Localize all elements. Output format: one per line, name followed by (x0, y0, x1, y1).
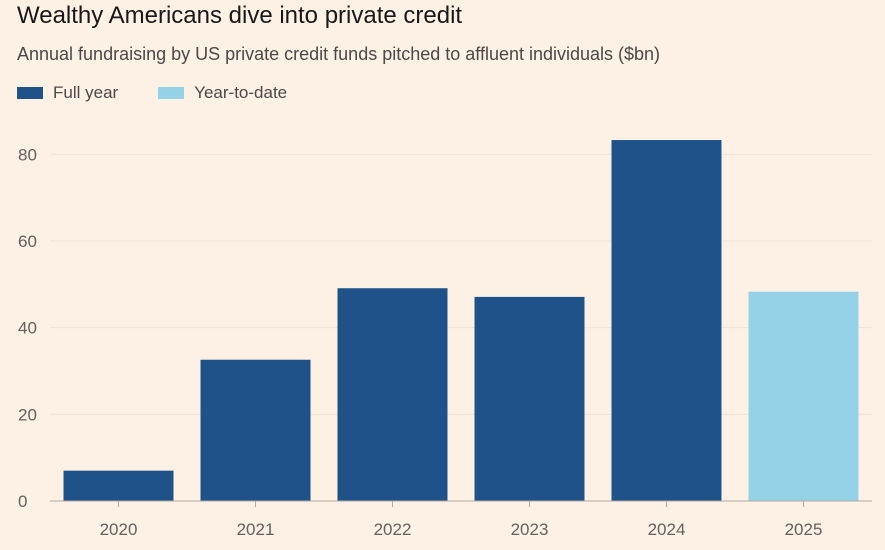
bar-2023 (474, 296, 585, 501)
bar-2020 (63, 470, 174, 501)
chart-subtitle: Annual fundraising by US private credit … (17, 44, 661, 64)
x-tick-label: 2021 (237, 520, 275, 539)
legend-item-year-to-date: Year-to-date (158, 83, 287, 103)
bar-2024 (611, 140, 722, 502)
legend-label-full-year: Full year (53, 83, 119, 102)
legend-label-year-to-date: Year-to-date (194, 83, 288, 102)
x-tick-label: 2020 (100, 520, 138, 539)
bar-2022 (337, 288, 448, 501)
y-tick-label: 0 (18, 492, 27, 511)
legend-swatch-full-year (17, 87, 43, 99)
y-tick-label: 40 (18, 319, 37, 338)
x-tick-label: 2022 (374, 520, 412, 539)
legend-swatch-year-to-date (158, 87, 185, 99)
bar-2021 (200, 359, 311, 501)
chart-legend: Full year Year-to-date (17, 83, 327, 103)
legend-item-full-year: Full year (17, 83, 118, 103)
bar-2025 (748, 291, 859, 501)
chart-title: Wealthy Americans dive into private cred… (17, 2, 463, 29)
y-tick-label: 20 (18, 405, 37, 424)
y-tick-label: 80 (18, 145, 37, 164)
x-tick-label: 2025 (785, 520, 823, 539)
x-tick-label: 2024 (648, 520, 686, 539)
y-tick-label: 60 (18, 232, 37, 251)
x-tick-label: 2023 (511, 520, 549, 539)
